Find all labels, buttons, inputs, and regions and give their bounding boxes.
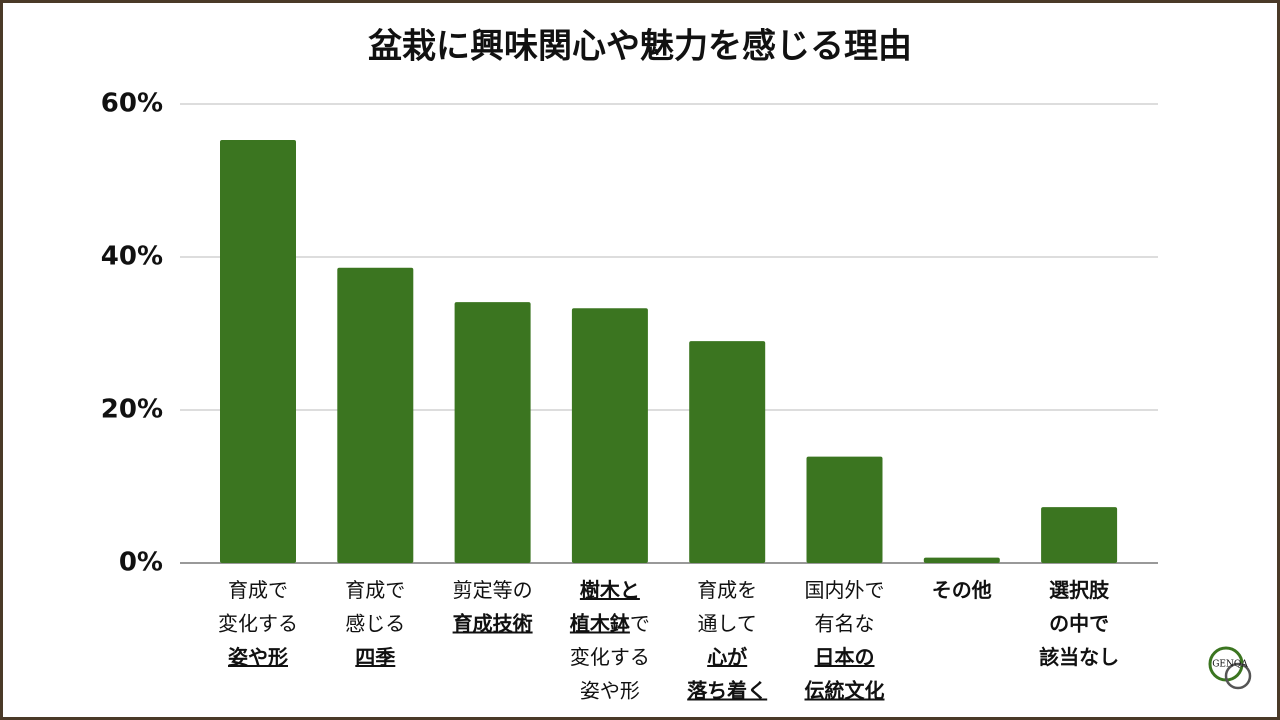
label-run: その他 — [932, 578, 992, 602]
x-tick-label: 育成で — [345, 578, 405, 602]
bar — [337, 267, 414, 563]
label-run: 国内外で — [805, 578, 885, 602]
x-tick-label: 変化する — [570, 645, 650, 669]
label-run: 育成技術 — [453, 611, 533, 635]
y-tick-label: 0% — [119, 548, 163, 578]
x-tick-label: 育成を — [697, 578, 757, 602]
label-run: 姿や形 — [228, 645, 288, 669]
y-tick-label: 20% — [101, 395, 163, 425]
x-tick-label: 姿や形 — [228, 645, 288, 669]
label-run: 有名な — [815, 611, 875, 635]
label-run: 通して — [697, 611, 756, 635]
x-tick-label: の中で — [1049, 611, 1109, 635]
x-tick-label: 日本の — [815, 645, 875, 669]
label-run: 樹木と — [580, 578, 640, 602]
bar — [689, 341, 766, 563]
bar — [806, 456, 883, 563]
logo: GENQA — [1208, 646, 1252, 690]
x-tick-label: 該当なし — [1039, 645, 1119, 669]
x-tick-label: 通して — [697, 611, 756, 635]
label-run: 該当なし — [1039, 645, 1119, 669]
label-run: 変化する — [218, 611, 298, 635]
x-tick-label: 育成で — [228, 578, 288, 602]
label-run: 育成で — [228, 578, 288, 602]
x-tick-label: 姿や形 — [580, 678, 640, 702]
label-run: 育成を — [697, 578, 757, 602]
label-run: 感じる — [345, 611, 405, 635]
x-tick-label: その他 — [932, 578, 992, 602]
x-tick-label: 選択肢 — [1049, 578, 1110, 602]
label-run: 姿や形 — [580, 678, 640, 702]
x-tick-label: 四季 — [355, 645, 395, 669]
label-run: 変化する — [570, 645, 650, 669]
label-run: の中で — [1049, 611, 1109, 635]
y-tick-label: 60% — [101, 89, 163, 119]
x-tick-label: 感じる — [345, 611, 405, 635]
label-run: 伝統文化 — [805, 678, 885, 702]
bar — [571, 308, 648, 563]
label-run: で — [630, 611, 650, 635]
label-run: 植木鉢 — [570, 611, 630, 635]
x-tick-label: 変化する — [218, 611, 298, 635]
x-tick-label: 植木鉢で — [570, 611, 650, 635]
bar — [1041, 507, 1118, 563]
label-run: 四季 — [355, 645, 395, 669]
x-tick-label: 育成技術 — [453, 611, 533, 635]
x-tick-label: 有名な — [815, 611, 875, 635]
x-tick-label: 国内外で — [805, 578, 885, 602]
logo-ring — [1224, 662, 1252, 690]
x-tick-label: 落ち着く — [687, 678, 767, 702]
x-tick-label: 心が — [707, 645, 747, 669]
label-run: 落ち着く — [687, 678, 767, 702]
bar — [454, 302, 531, 563]
bar — [923, 557, 1000, 563]
x-tick-label: 樹木と — [580, 578, 640, 602]
x-tick-label: 剪定等の — [453, 578, 533, 602]
label-run: 日本の — [815, 645, 875, 669]
x-tick-label: 伝統文化 — [805, 678, 885, 702]
logo-text: GENQA — [1212, 660, 1248, 670]
label-run: 育成で — [345, 578, 405, 602]
label-run: 剪定等の — [453, 578, 533, 602]
y-tick-label: 40% — [101, 242, 163, 272]
label-run: 選択肢 — [1049, 578, 1110, 602]
label-run: 心が — [707, 645, 747, 669]
chart-title: 盆栽に興味関心や魅力を感じる理由 — [368, 27, 912, 67]
bar — [220, 139, 296, 563]
